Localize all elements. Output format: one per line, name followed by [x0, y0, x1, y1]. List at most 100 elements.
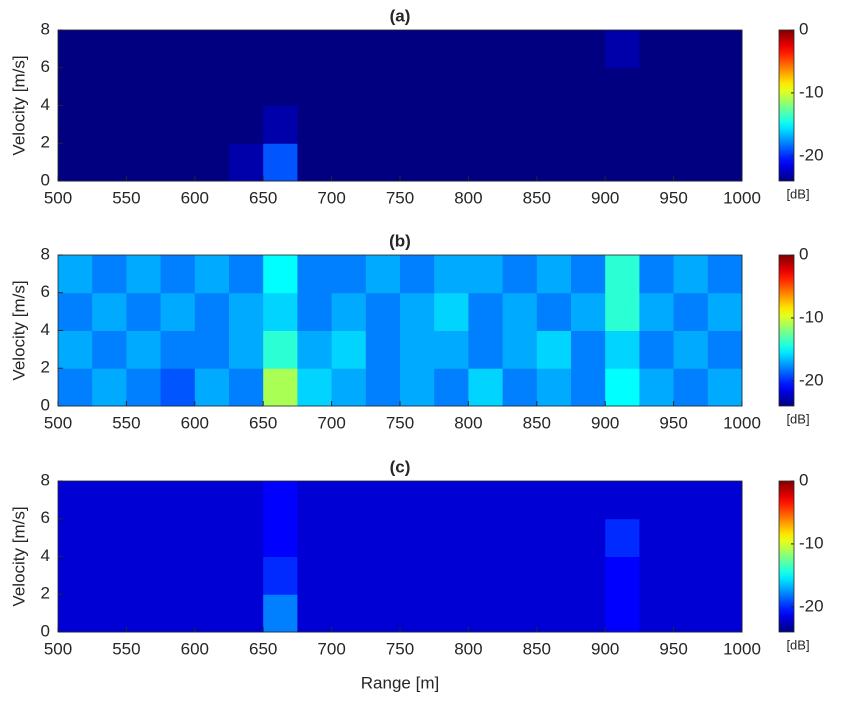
heat-cell	[331, 556, 367, 595]
heat-cell	[468, 30, 504, 69]
x-tick-label: 650	[249, 639, 277, 658]
heat-cell	[58, 143, 93, 182]
heat-cell	[194, 518, 230, 557]
heat-cell	[571, 330, 606, 369]
heat-cell	[536, 292, 572, 331]
heat-cell	[434, 255, 469, 294]
heat-cell	[58, 255, 93, 294]
heat-cell	[126, 330, 162, 369]
x-tick-label: 550	[112, 639, 140, 658]
heat-cell	[126, 481, 162, 520]
heat-cell	[365, 368, 401, 407]
heat-cell	[434, 368, 469, 407]
x-tick-label: 500	[44, 639, 72, 658]
heat-cell	[707, 594, 743, 633]
heat-cell	[468, 556, 504, 595]
heat-cell	[92, 143, 127, 182]
heat-cell	[160, 594, 196, 633]
heat-cell	[400, 30, 435, 69]
heat-cell	[536, 518, 572, 557]
x-tick-label: 600	[181, 413, 209, 432]
colorbar-tick-label: -10	[799, 533, 824, 552]
heat-cell	[297, 556, 333, 595]
x-tick-label: 800	[454, 639, 482, 658]
heat-cell	[126, 30, 162, 69]
heat-cell	[707, 292, 743, 331]
heat-cell	[605, 556, 640, 595]
heat-cell	[536, 594, 572, 633]
heat-cell	[536, 556, 572, 595]
y-tick-label: 6	[41, 282, 50, 301]
heat-cell	[571, 105, 606, 144]
x-tick-label: 1000	[723, 413, 761, 432]
heat-cell	[536, 481, 572, 520]
heat-cell	[126, 556, 162, 595]
y-axis-label: Velocity [m/s]	[9, 506, 28, 606]
heat-cell	[365, 255, 401, 294]
heat-cell	[707, 330, 743, 369]
heat-cell	[160, 105, 196, 144]
heat-cell	[194, 330, 230, 369]
heat-cell	[331, 67, 367, 106]
heat-cell	[126, 518, 162, 557]
heat-cell	[707, 143, 743, 182]
heat-cell	[297, 594, 333, 633]
heat-cell	[365, 30, 401, 69]
heat-cell	[434, 143, 469, 182]
heat-cell	[297, 330, 333, 369]
heat-cell	[502, 143, 538, 182]
heat-cell	[58, 368, 93, 407]
heat-cell	[605, 143, 640, 182]
heat-cell	[673, 255, 709, 294]
heat-cell	[263, 255, 298, 294]
heat-cell	[365, 594, 401, 633]
x-axis-label: Range [m]	[361, 673, 439, 692]
x-tick-label: 750	[386, 413, 414, 432]
colorbar-label: [dB]	[786, 411, 809, 426]
y-tick-label: 6	[41, 508, 50, 527]
heat-cell	[194, 255, 230, 294]
heat-cell	[58, 292, 93, 331]
heat-cell	[707, 518, 743, 557]
colorbar-tick-label: -20	[799, 145, 824, 164]
heat-cell	[400, 105, 435, 144]
heat-cell	[92, 368, 127, 407]
heat-cell	[434, 105, 469, 144]
heat-cell	[297, 292, 333, 331]
heat-cell	[229, 143, 264, 182]
heat-cell	[92, 481, 127, 520]
heat-cell	[639, 594, 675, 633]
heat-cell	[194, 292, 230, 331]
heat-cell	[434, 30, 469, 69]
y-tick-label: 4	[41, 95, 50, 114]
heat-cell	[229, 30, 264, 69]
x-tick-label: 550	[112, 188, 140, 207]
heat-cell	[92, 292, 127, 331]
heat-cell	[673, 518, 709, 557]
heat-cell	[639, 481, 675, 520]
heat-cell	[571, 255, 606, 294]
heat-cell	[331, 481, 367, 520]
heat-cell	[160, 518, 196, 557]
heat-cell	[126, 368, 162, 407]
heat-cell	[263, 368, 298, 407]
heat-cell	[331, 143, 367, 182]
heat-cell	[365, 330, 401, 369]
heat-cell	[605, 481, 640, 520]
heat-cell	[263, 594, 298, 633]
heat-cell	[263, 556, 298, 595]
y-tick-label: 0	[41, 621, 50, 640]
y-axis-label: Velocity [m/s]	[9, 55, 28, 155]
heat-cell	[707, 481, 743, 520]
heat-cell	[297, 105, 333, 144]
heat-cell	[502, 292, 538, 331]
heat-cell	[468, 368, 504, 407]
heat-cell	[297, 67, 333, 106]
heat-cell	[331, 292, 367, 331]
heat-cell	[536, 105, 572, 144]
heat-cell	[160, 481, 196, 520]
heat-cell	[160, 556, 196, 595]
heat-cell	[434, 67, 469, 106]
heat-cell	[673, 594, 709, 633]
